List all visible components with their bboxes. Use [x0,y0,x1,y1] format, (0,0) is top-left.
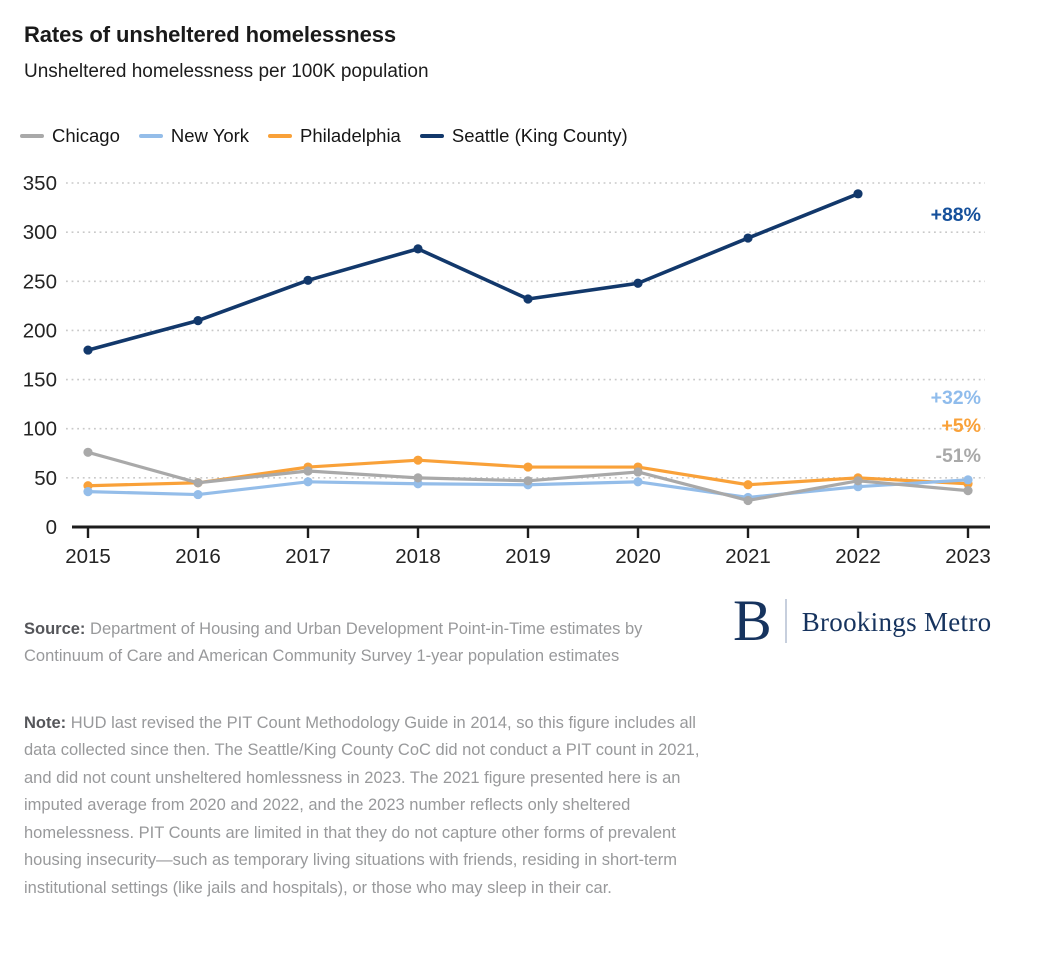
change-label-88: +88% [931,204,981,226]
x-tick-label-2022: 2022 [835,545,881,568]
data-point-seattle-king-county-2022 [853,189,863,199]
data-point-chicago-2022 [853,476,863,486]
data-point-philadelphia-2018 [413,455,423,465]
data-point-chicago-2019 [523,476,533,486]
chart-subtitle: Unsheltered homelessness per 100K popula… [24,61,429,82]
note-text: Note: HUD last revised the PIT Count Met… [24,710,714,903]
legend-swatch-philadelphia [268,134,293,138]
x-tick-label-2023: 2023 [945,545,991,568]
y-tick-label-350: 350 [23,172,57,195]
chart-title: Rates of unsheltered homelessness [24,22,397,47]
y-tick-label-150: 150 [23,369,57,392]
data-point-chicago-2021 [743,495,753,506]
legend-swatch-seattle-king-county [419,134,444,138]
data-point-philadelphia-2019 [523,462,533,472]
data-point-new-york-2017 [303,477,313,487]
x-tick-label-2016: 2016 [175,545,221,568]
data-point-new-york-2020 [633,477,643,487]
source-body: Department of Housing and Urban Developm… [24,619,643,666]
data-point-new-york-2016 [193,489,203,500]
x-tick-label-2019: 2019 [505,545,551,568]
change-label-5: +5% [941,415,981,437]
data-point-new-york-2023 [963,475,973,485]
data-point-seattle-king-county-2020 [633,278,643,288]
data-point-chicago-2020 [633,467,643,477]
y-tick-label-200: 200 [23,319,57,342]
x-tick-label-2015: 2015 [65,545,111,568]
data-point-chicago-2017 [303,466,313,476]
x-tick-label-2018: 2018 [395,545,441,568]
note-body: HUD last revised the PIT Count Methodolo… [24,713,700,898]
legend-swatch-new-york [138,134,163,138]
line-chart: 0 50 100 150 200 250 300 350 2015 2016 2017 2018 201… [23,172,991,568]
x-tick-label-2021: 2021 [725,545,771,568]
change-label-51: -51% [935,445,981,467]
legend-item-new-york: New York [138,125,250,147]
change-label-32: +32% [931,387,981,409]
note-label: Note: [24,713,67,732]
logo-divider [784,599,787,643]
x-tick-label-2020: 2020 [615,545,661,568]
legend-item-chicago: Chicago [20,125,120,147]
legend-item-philadelphia: Philadelphia [268,125,401,147]
legend-swatch-chicago [20,134,44,138]
y-tick-label-0: 0 [46,516,57,539]
y-tick-label-250: 250 [23,270,57,293]
data-point-chicago-2018 [413,473,423,483]
data-point-seattle-king-county-2018 [413,244,423,254]
legend-label: Seattle (King County) [451,125,628,146]
data-point-philadelphia-2021 [743,480,753,490]
brookings-b-mark: B [733,588,772,653]
data-point-chicago-2016 [193,478,203,488]
data-point-chicago-2015 [83,447,93,457]
data-point-seattle-king-county-2016 [193,316,203,326]
data-point-seattle-king-county-2019 [523,294,533,304]
legend-label: Philadelphia [300,125,401,146]
series-line-seattle-king-county [86,192,860,352]
data-point-new-york-2015 [83,487,93,497]
legend-label: Chicago [52,125,120,146]
data-point-chicago-2023 [963,486,973,496]
x-tick-label-2017: 2017 [285,545,331,568]
brookings-metro-logo: B Brookings Metro [733,592,991,650]
source-label: Source: [24,619,86,638]
y-tick-label-50: 50 [34,467,57,490]
legend: Chicago New York Philadelphia Seattle (King… [20,125,628,147]
legend-label: New York [170,125,250,146]
data-point-seattle-king-county-2021 [743,233,753,243]
data-point-seattle-king-county-2017 [303,275,313,285]
data-point-seattle-king-county-2015 [83,345,93,355]
source-text: Source: Department of Housing and Urban … [24,616,714,671]
brookings-metro-wordmark: Brookings Metro [801,606,992,637]
y-tick-label-100: 100 [23,418,57,441]
legend-item-seattle-king-county: Seattle (King County) [419,125,628,147]
y-tick-label-300: 300 [23,221,57,244]
